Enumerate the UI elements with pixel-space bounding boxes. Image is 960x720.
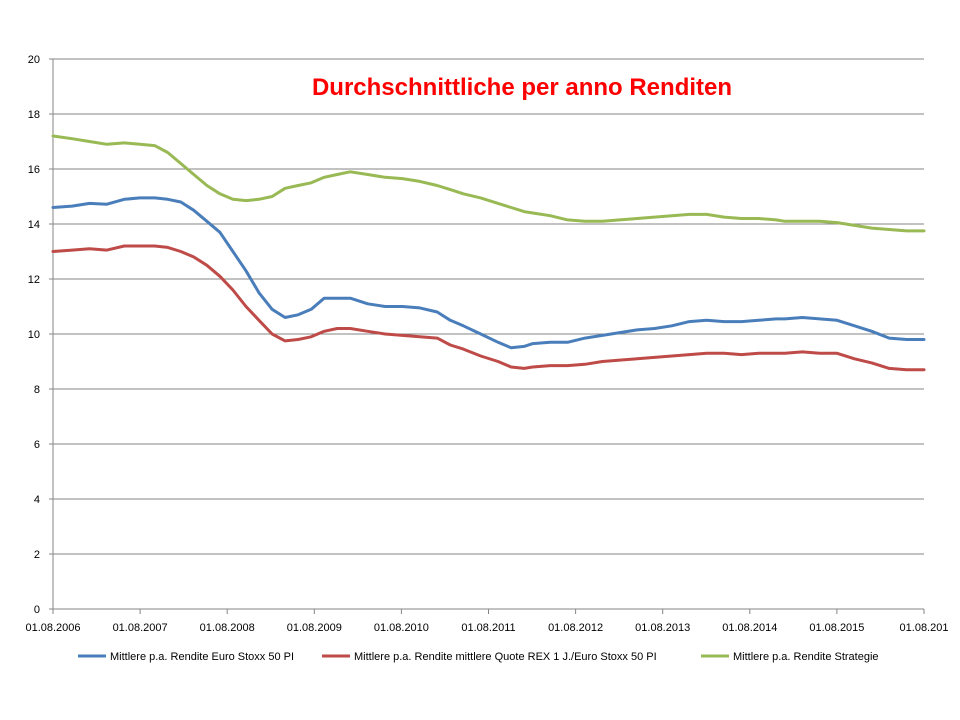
x-tick-label: 01.08.2008 (200, 622, 255, 634)
x-tick-label: 01.08.2009 (287, 622, 342, 634)
y-tick-label: 12 (28, 274, 40, 286)
series-line-3 (51, 134, 926, 233)
y-tick-label: 2 (34, 549, 40, 561)
data-series (51, 134, 926, 372)
y-tick-label: 18 (28, 109, 40, 121)
y-tick-label: 4 (34, 494, 40, 506)
x-axis-ticks: 01.08.2006 01.08.2007 01.08.2008 01.08.2009… (25, 609, 948, 634)
legend-label-1: Mittlere p.a. Rendite Euro Stoxx 50 PI (110, 651, 294, 663)
x-tick-label: 01.08.2010 (374, 622, 429, 634)
x-tick-label: 01.08.2007 (113, 622, 168, 634)
x-tick-label: 01.08.2012 (548, 622, 603, 634)
x-tick-label: 01.08.2015 (809, 622, 864, 634)
x-tick-label: 01.08.2013 (635, 622, 690, 634)
y-tick-label: 14 (28, 219, 40, 231)
x-tick-label: 01.08.2014 (722, 622, 777, 634)
y-tick-label: 10 (28, 329, 40, 341)
y-tick-label: 20 (28, 54, 40, 66)
x-tick-label: 01.08.2011 (461, 622, 515, 634)
x-tick-label: 01.08.2006 (25, 622, 80, 634)
series-line-1 (51, 196, 926, 350)
legend: Mittlere p.a. Rendite Euro Stoxx 50 PI Mi… (78, 651, 879, 663)
y-tick-label: 16 (28, 164, 40, 176)
y-tick-label: 6 (34, 439, 40, 451)
y-tick-label: 0 (34, 604, 40, 616)
y-tick-label: 8 (34, 384, 40, 396)
y-axis-ticks: 0 2 4 6 8 10 12 14 16 18 20 (28, 54, 53, 616)
legend-label-2: Mittlere p.a. Rendite mittlere Quote REX… (354, 651, 657, 663)
series-line-2 (51, 244, 926, 372)
x-tick-label: 01.08.201 (900, 622, 949, 634)
legend-label-3: Mittlere p.a. Rendite Strategie (733, 651, 879, 663)
chart-title: Durchschnittliche per anno Renditen (312, 74, 732, 101)
gridlines (53, 58, 924, 555)
